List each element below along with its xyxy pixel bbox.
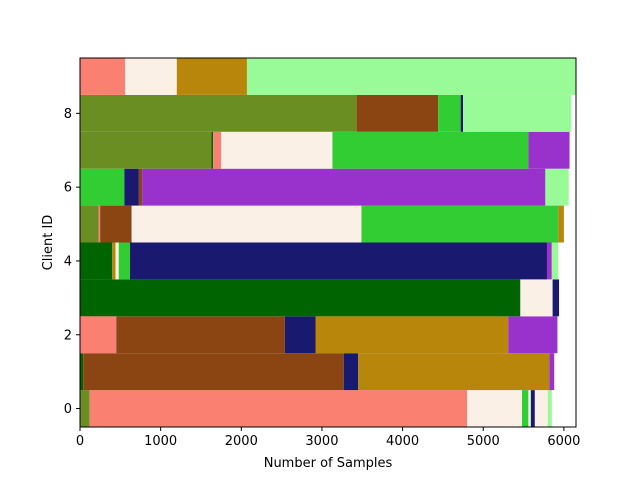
bar-client-3-seg-0 <box>80 279 521 317</box>
bar-client-4-seg-4 <box>130 242 547 280</box>
bar-client-4-seg-1 <box>112 242 116 280</box>
bar-client-8-seg-1 <box>356 94 439 132</box>
y-tick-label: 8 <box>64 107 72 122</box>
y-tick-label: 0 <box>64 402 72 417</box>
bar-client-9-seg-1 <box>125 58 177 95</box>
bar-client-5-seg-2 <box>100 205 132 243</box>
x-axis-label: Number of Samples <box>264 456 393 471</box>
x-axis: 0 1000 2000 3000 4000 5000 6000 <box>76 427 580 449</box>
bar-client-0-seg-1 <box>89 390 468 427</box>
bar-client-0-seg-2 <box>467 390 522 427</box>
bar-client-7-seg-3 <box>221 131 333 169</box>
bar-client-3-seg-2 <box>552 279 560 317</box>
bar-client-5-seg-1 <box>98 205 101 243</box>
bar-client-2-seg-3 <box>315 316 509 354</box>
y-tick-label: 4 <box>64 254 72 269</box>
bar-client-9-seg-3 <box>246 58 576 95</box>
bar-client-4-seg-5 <box>546 242 552 280</box>
bar-client-6-seg-4 <box>545 168 569 206</box>
bar-client-5-seg-4 <box>361 205 559 243</box>
bars-group <box>80 58 576 427</box>
y-axis: 0 2 4 6 8 <box>64 107 80 417</box>
plot-frame <box>79 57 577 428</box>
bar-client-8-seg-4 <box>463 94 572 132</box>
bar-client-5-seg-5 <box>558 205 564 243</box>
bar-client-0-seg-0 <box>80 390 90 427</box>
bar-client-8-seg-2 <box>438 94 461 132</box>
bar-client-0-seg-6 <box>534 390 548 427</box>
bar-client-2-seg-0 <box>80 316 117 354</box>
bar-client-7-seg-4 <box>332 131 529 169</box>
bar-client-0-seg-4 <box>528 390 531 427</box>
bar-client-6-seg-2 <box>138 168 143 206</box>
bar-client-9-seg-2 <box>176 58 247 95</box>
x-tick-label: 2000 <box>225 434 258 449</box>
bar-client-1-seg-2 <box>343 353 359 391</box>
x-tick-label: 4000 <box>386 434 419 449</box>
bar-client-4-seg-0 <box>80 242 113 280</box>
y-tick-label: 6 <box>64 181 72 196</box>
bar-client-2-seg-2 <box>284 316 316 354</box>
bar-client-4-seg-6 <box>551 242 559 280</box>
bar-client-1-seg-1 <box>83 353 344 391</box>
bar-client-4-seg-3 <box>118 242 131 280</box>
bar-client-3-seg-1 <box>520 279 553 317</box>
bar-client-8-seg-3 <box>460 94 464 132</box>
x-tick-label: 5000 <box>467 434 500 449</box>
bar-client-6-seg-1 <box>124 168 139 206</box>
x-tick-label: 3000 <box>305 434 338 449</box>
bar-client-0-seg-5 <box>530 390 535 427</box>
x-tick-label: 6000 <box>547 434 580 449</box>
bar-client-2-seg-1 <box>116 316 285 354</box>
bar-client-0-seg-3 <box>521 390 529 427</box>
bar-client-9-seg-0 <box>80 58 126 95</box>
bar-client-4-seg-2 <box>115 242 119 280</box>
y-axis-label: Client ID <box>41 215 56 271</box>
bar-client-6-seg-0 <box>80 168 125 206</box>
bar-client-6-seg-3 <box>142 168 546 206</box>
bar-client-7-seg-5 <box>528 131 570 169</box>
x-tick-label: 0 <box>76 434 84 449</box>
bar-client-5-seg-3 <box>131 205 362 243</box>
y-tick-label: 2 <box>64 328 72 343</box>
bar-client-1-seg-0 <box>80 353 84 391</box>
bar-client-7-seg-2 <box>213 131 222 169</box>
bar-client-5-seg-0 <box>80 205 99 243</box>
bar-client-1-seg-3 <box>358 353 550 391</box>
bar-client-7-seg-0 <box>80 131 212 169</box>
bar-client-2-seg-4 <box>508 316 558 354</box>
bar-client-1-seg-4 <box>549 353 555 391</box>
bar-client-0-seg-7 <box>547 390 552 427</box>
x-tick-label: 1000 <box>144 434 177 449</box>
bar-client-7-seg-1 <box>211 131 214 169</box>
bar-client-8-seg-0 <box>80 94 357 132</box>
